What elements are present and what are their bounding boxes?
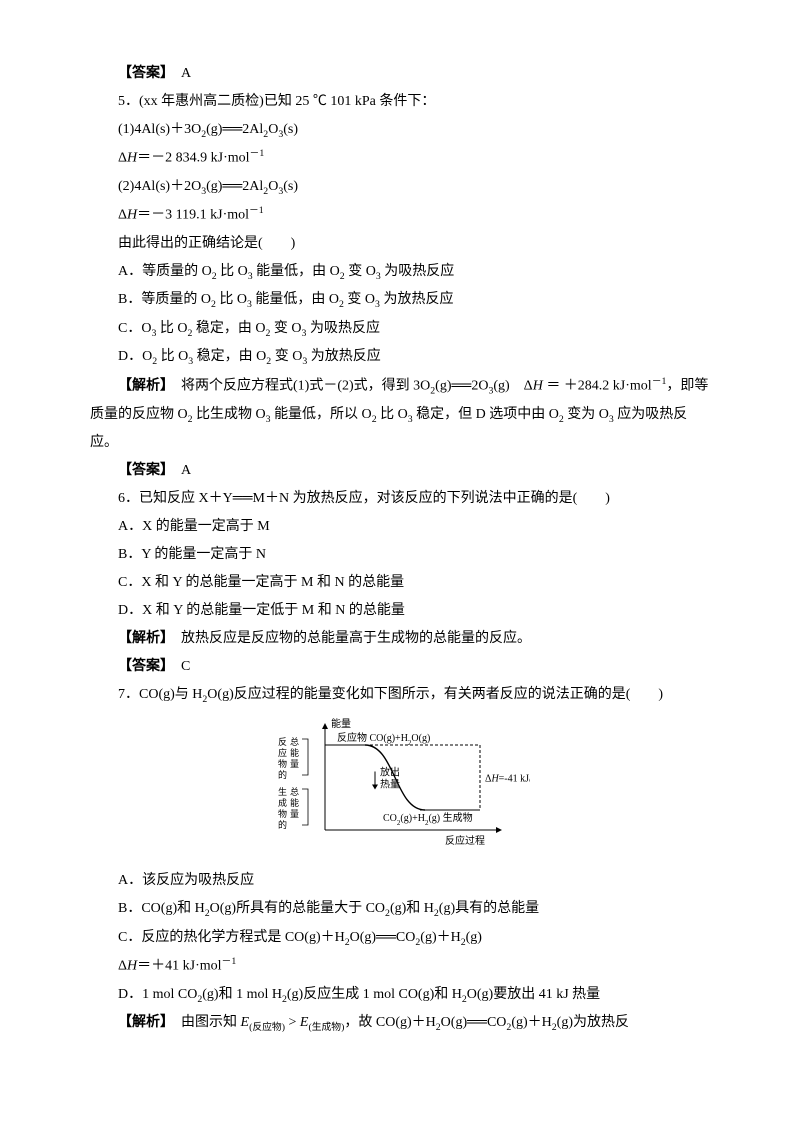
q5-dh2: ΔH＝－3 119.1 kJ·mol－1 (90, 201, 710, 230)
svg-text:热量: 热量 (380, 778, 400, 791)
svg-text:成: 成 (278, 797, 287, 808)
svg-text:的: 的 (278, 819, 287, 830)
svg-text:生: 生 (278, 786, 287, 797)
q6-optD: D．X 和 Y 的总能量一定低于 M 和 N 的总能量 (90, 597, 710, 625)
svg-text:能: 能 (290, 747, 299, 758)
svg-text:CO2(g)+H2(g) 生成物: CO2(g)+H2(g) 生成物 (383, 811, 473, 827)
svg-text:量: 量 (290, 759, 299, 769)
energy-diagram: 能量反应过程反应物 CO(g)+H2O(g)CO2(g)+H2(g) 生成物放出… (270, 715, 530, 861)
q7-analysis: 【解析】 由图示知 E(反应物) > E(生成物)，故 CO(g)＋H2O(g)… (90, 1009, 710, 1037)
svg-text:物: 物 (278, 808, 287, 819)
q5-eq1: (1)4Al(s)＋3O2(g)══2Al2O3(s) (90, 116, 710, 144)
svg-text:物: 物 (278, 758, 287, 769)
q5-analysis: 【解析】 将两个反应方程式(1)式－(2)式，得到 3O2(g)══2O3(g)… (90, 372, 710, 457)
q5-eq2: (2)4Al(s)＋2O3(g)══2Al2O3(s) (90, 173, 710, 201)
svg-text:应: 应 (278, 747, 287, 758)
svg-text:总: 总 (290, 786, 299, 797)
energy-diagram-wrap: 能量反应过程反应物 CO(g)+H2O(g)CO2(g)+H2(g) 生成物放出… (90, 715, 710, 861)
svg-text:ΔH=-41 kJ/mol: ΔH=-41 kJ/mol (485, 774, 530, 785)
svg-text:的: 的 (278, 769, 287, 780)
svg-text:总: 总 (290, 736, 299, 747)
answer-5: 【答案】 A (90, 457, 710, 485)
svg-text:能量: 能量 (331, 717, 351, 730)
q5-optB: B．等质量的 O2 比 O3 能量低，由 O2 变 O3 为放热反应 (90, 286, 710, 314)
q7-optC: C．反应的热化学方程式是 CO(g)＋H2O(g)══CO2(g)＋H2(g) (90, 924, 710, 952)
q5-optD: D．O2 比 O3 稳定，由 O2 变 O3 为放热反应 (90, 343, 710, 371)
svg-text:放出: 放出 (380, 766, 400, 779)
svg-text:反: 反 (278, 737, 287, 747)
svg-text:能: 能 (290, 797, 299, 808)
svg-text:量: 量 (290, 809, 299, 819)
q7-optC-dh: ΔH＝＋41 kJ·mol－1 (90, 952, 710, 981)
q7-optD: D．1 mol CO2(g)和 1 mol H2(g)反应生成 1 mol CO… (90, 981, 710, 1009)
answer-4: 【答案】 A (90, 60, 710, 88)
q7-optB: B．CO(g)和 H2O(g)所具有的总能量大于 CO2(g)和 H2(g)具有… (90, 895, 710, 923)
q7-optA: A．该反应为吸热反应 (90, 867, 710, 895)
q7-stem: 7．CO(g)与 H2O(g)反应过程的能量变化如下图所示，有关两者反应的说法正… (90, 681, 710, 709)
q5-stem: 5．(xx 年惠州高二质检)已知 25 ℃ 101 kPa 条件下： (90, 88, 710, 116)
q6-stem: 6．已知反应 X＋Y══M＋N 为放热反应，对该反应的下列说法中正确的是( ) (90, 485, 710, 513)
q6-optB: B．Y 的能量一定高于 N (90, 541, 710, 569)
q5-ask: 由此得出的正确结论是( ) (90, 230, 710, 258)
svg-text:反应过程: 反应过程 (445, 834, 485, 847)
q6-analysis: 【解析】 放热反应是反应物的总能量高于生成物的总能量的反应。 (90, 625, 710, 653)
answer-6: 【答案】 C (90, 653, 710, 681)
answer-value: A (167, 66, 191, 81)
page-container: 【答案】 A 5．(xx 年惠州高二质检)已知 25 ℃ 101 kPa 条件下… (0, 0, 800, 1132)
energy-diagram-svg: 能量反应过程反应物 CO(g)+H2O(g)CO2(g)+H2(g) 生成物放出… (270, 715, 530, 850)
q5-dh1: ΔH＝－2 834.9 kJ·mol－1 (90, 144, 710, 173)
q6-optA: A．X 的能量一定高于 M (90, 513, 710, 541)
answer-tag: 【答案】 (118, 66, 167, 81)
q5-optC: C．O3 比 O2 稳定，由 O2 变 O3 为吸热反应 (90, 315, 710, 343)
q5-optA: A．等质量的 O2 比 O3 能量低，由 O2 变 O3 为吸热反应 (90, 258, 710, 286)
q6-optC: C．X 和 Y 的总能量一定高于 M 和 N 的总能量 (90, 569, 710, 597)
